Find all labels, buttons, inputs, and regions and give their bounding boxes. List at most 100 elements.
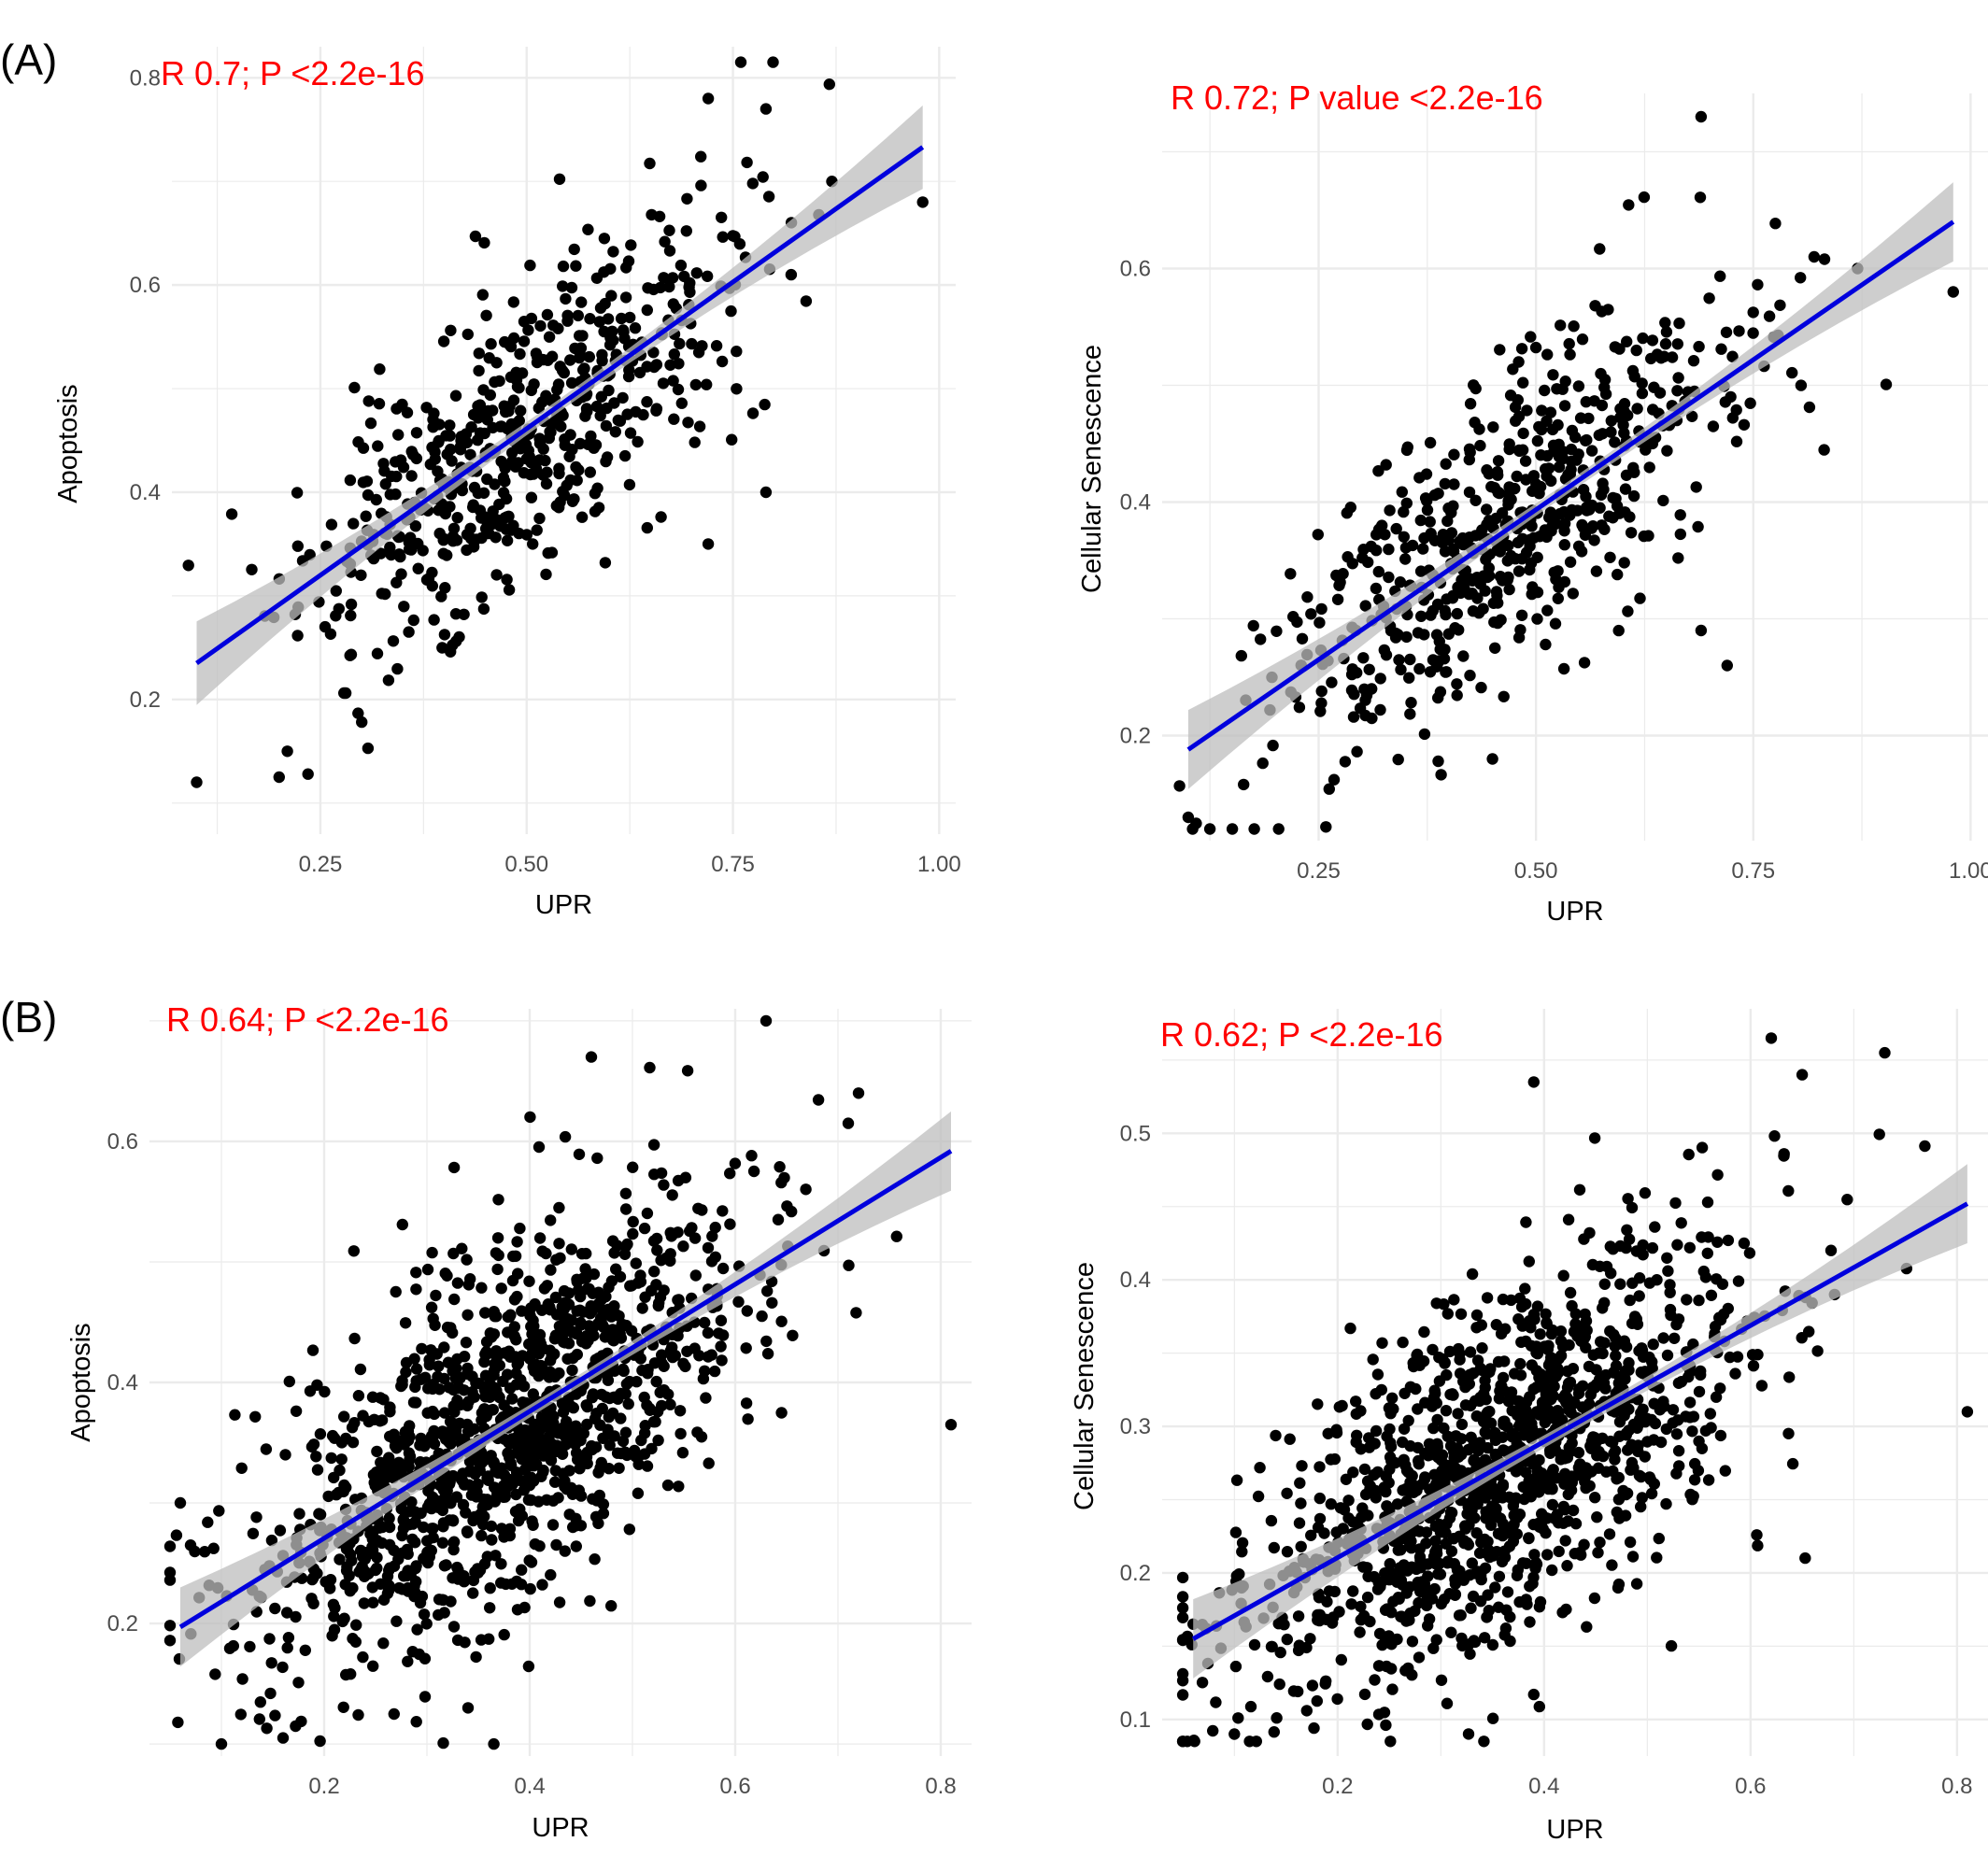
data-point: [410, 427, 423, 439]
data-point: [1511, 470, 1523, 483]
data-point: [632, 435, 644, 448]
data-point: [916, 196, 929, 208]
data-point: [561, 1353, 574, 1366]
data-point: [1481, 1292, 1494, 1304]
data-point: [1470, 382, 1482, 395]
data-point: [319, 620, 332, 633]
data-point: [619, 1203, 632, 1215]
data-point: [1378, 1707, 1391, 1719]
data-point: [681, 1065, 694, 1077]
data-point: [1755, 1380, 1768, 1392]
data-point: [605, 1600, 618, 1612]
data-point: [1598, 1337, 1611, 1349]
data-point: [467, 1587, 479, 1599]
data-point: [479, 1307, 491, 1319]
data-point: [1571, 504, 1583, 517]
data-point: [1512, 536, 1525, 549]
data-point: [439, 1268, 451, 1280]
data-point: [746, 1150, 758, 1162]
data-point: [395, 568, 407, 580]
data-point: [361, 475, 374, 488]
data-point: [1719, 1465, 1732, 1477]
data-point: [326, 1630, 338, 1642]
data-point: [1494, 545, 1507, 558]
data-point: [427, 421, 439, 433]
data-point: [1320, 821, 1332, 833]
data-point: [383, 1512, 395, 1524]
data-point: [607, 246, 619, 258]
data-point: [1440, 458, 1452, 470]
data-point: [412, 562, 424, 574]
data-point: [1457, 650, 1470, 662]
data-point: [591, 482, 604, 494]
data-point: [533, 1232, 547, 1244]
data-point: [1438, 653, 1451, 665]
data-point: [575, 1319, 587, 1331]
data-point: [1703, 292, 1715, 305]
correlation-annotation: R 0.62; P <2.2e-16: [1160, 1015, 1443, 1054]
data-point: [553, 502, 565, 514]
data-point: [1587, 1349, 1600, 1361]
data-point: [702, 1326, 715, 1339]
data-point: [733, 238, 746, 250]
data-point: [709, 1251, 721, 1264]
y-tick-label: 0.2: [130, 687, 161, 713]
panel-label-a: (A): [0, 35, 57, 84]
data-point: [376, 1414, 389, 1426]
data-point: [1338, 1504, 1351, 1516]
data-point: [570, 1447, 583, 1459]
data-point: [1427, 1642, 1440, 1654]
data-point: [592, 1298, 604, 1311]
data-point: [1341, 507, 1354, 519]
data-point: [170, 1529, 183, 1541]
data-point: [501, 574, 513, 586]
data-point: [373, 398, 386, 410]
data-point: [478, 427, 490, 440]
data-point: [589, 1441, 603, 1453]
data-point: [561, 1415, 573, 1428]
data-point: [632, 1458, 645, 1470]
data-point: [823, 78, 835, 91]
data-point: [1458, 582, 1470, 595]
data-point: [710, 340, 723, 352]
data-point: [546, 350, 559, 362]
data-point: [1236, 1537, 1249, 1550]
data-point: [348, 517, 360, 530]
data-point: [253, 1713, 265, 1725]
y-axis-label: Apoptosis: [53, 384, 83, 503]
data-point: [1314, 1461, 1326, 1473]
data-point: [450, 534, 463, 546]
data-point: [636, 1302, 648, 1314]
data-point: [1632, 1445, 1644, 1458]
data-point: [1514, 1357, 1526, 1370]
data-point: [686, 1222, 698, 1234]
data-point: [1512, 631, 1526, 644]
data-point: [374, 1476, 387, 1488]
y-axis-label: Cellular Senescence: [1077, 345, 1107, 593]
data-point: [1662, 1265, 1674, 1277]
data-point: [690, 267, 703, 279]
data-point: [1818, 253, 1831, 265]
data-point: [557, 280, 569, 292]
data-point: [1372, 1576, 1384, 1589]
data-point: [334, 1553, 346, 1566]
data-point: [424, 458, 436, 471]
data-point: [433, 1360, 445, 1372]
data-point: [352, 1390, 365, 1402]
panel-label-b: (B): [0, 993, 57, 1041]
data-point: [1786, 1457, 1799, 1470]
data-point: [184, 1539, 197, 1551]
data-point: [778, 1171, 790, 1184]
data-point: [477, 602, 490, 616]
data-point: [449, 390, 462, 402]
data-point: [1399, 1665, 1412, 1677]
data-point: [627, 1215, 639, 1228]
data-point: [402, 1655, 414, 1668]
data-point: [338, 1612, 350, 1624]
data-point: [1413, 662, 1426, 675]
data-point: [1412, 1403, 1424, 1415]
data-point: [1383, 1630, 1395, 1642]
data-point: [647, 1235, 660, 1247]
data-point: [277, 1732, 290, 1744]
data-point: [1623, 199, 1635, 211]
